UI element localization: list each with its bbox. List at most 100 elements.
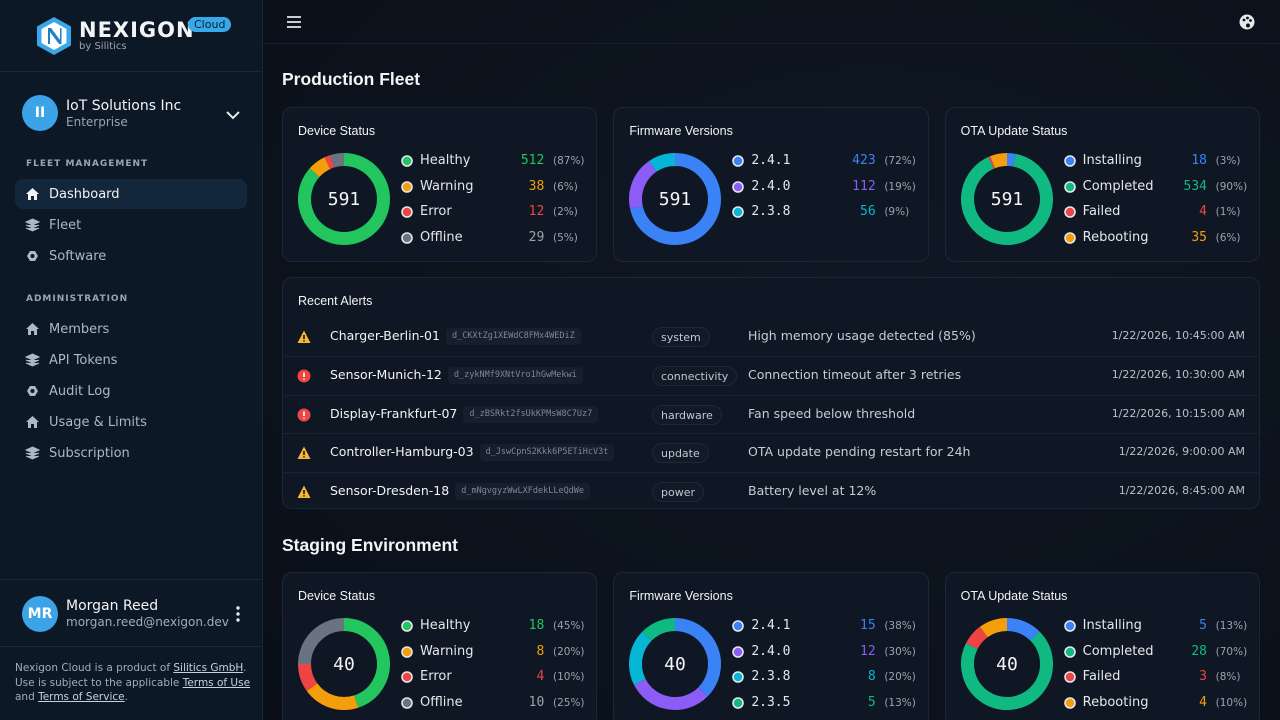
card-grid: Device Status 591 Healthy 512 (87%) Warning 38… xyxy=(282,107,1260,262)
footer-text: and xyxy=(15,691,39,703)
legend-dot xyxy=(1063,671,1076,683)
legend-dot xyxy=(401,206,413,218)
legend-share: (90%) xyxy=(1215,180,1248,193)
donut-total: 591 xyxy=(990,189,1023,210)
alert-row[interactable]: Controller-Hamburg-03 d_JswCpnS2Kkk6P5ETi… xyxy=(283,433,1259,471)
icon-shape xyxy=(27,251,38,261)
legend-share: (30%) xyxy=(884,645,916,658)
org-switcher[interactable]: II IoT Solutions Inc Enterprise xyxy=(0,73,262,145)
logo xyxy=(37,17,71,55)
legend-dot xyxy=(1063,620,1076,632)
dot xyxy=(401,696,413,709)
chevron xyxy=(226,111,240,120)
theme-toggle[interactable] xyxy=(1239,14,1255,30)
legend-dot xyxy=(732,645,745,658)
legend-share: (25%) xyxy=(553,696,585,709)
nav-icon xyxy=(26,416,39,428)
alert-tag: hardware xyxy=(652,404,722,425)
card-title: Recent Alerts xyxy=(298,294,373,308)
dot xyxy=(1063,696,1076,709)
dot xyxy=(401,206,413,218)
dot xyxy=(732,155,745,167)
footer-link[interactable]: Terms of Service xyxy=(38,691,125,703)
legend-value: 4 xyxy=(1199,694,1207,710)
card-title: Firmware Versions xyxy=(629,124,733,138)
nav-item[interactable]: Software xyxy=(15,241,247,271)
legend-name: 2.3.5 xyxy=(751,694,791,710)
card-title: OTA Update Status xyxy=(960,589,1068,603)
legend-name: Rebooting xyxy=(1082,694,1149,710)
alert-row[interactable]: Charger-Berlin-01 d_CKXtZg1XEWdC8FMx4WEDi… xyxy=(283,318,1259,356)
device-name: Sensor-Munich-12 xyxy=(330,367,442,383)
alert-row[interactable]: Display-Frankfurt-07 d_zBSRkt2fsUkKPMsW8C… xyxy=(283,394,1259,433)
legend-share: (8%) xyxy=(1215,671,1241,684)
badge: Cloud xyxy=(188,17,232,32)
section-title: Staging Environment xyxy=(282,535,458,555)
device-name: Display-Frankfurt-07 xyxy=(330,405,458,421)
legend-dot xyxy=(401,696,413,709)
donut-segment xyxy=(649,153,676,172)
dot xyxy=(732,180,745,193)
alert-tag: connectivity xyxy=(652,366,738,387)
brand: NEXIGON xyxy=(79,18,195,42)
legend-name: 2.4.1 xyxy=(751,153,791,168)
dot xyxy=(732,696,745,709)
nav-label: Members xyxy=(49,321,110,337)
legend-name: 2.3.8 xyxy=(751,669,791,685)
legend-name: Error xyxy=(420,669,452,685)
donut-chart: 40 xyxy=(298,618,390,710)
nav-item[interactable]: Dashboard xyxy=(15,179,247,209)
donut-total: 40 xyxy=(333,654,355,675)
footer-link[interactable]: Terms of Use xyxy=(182,676,251,689)
footer-text: Nexigon Cloud is a product of xyxy=(15,662,174,674)
legend-value: 15 xyxy=(860,618,876,633)
brand-box: NEXIGON Cloud by Silitics xyxy=(0,0,262,72)
legend-value: 5 xyxy=(867,694,876,710)
nav-item[interactable]: Subscription xyxy=(15,438,247,468)
nav-item[interactable]: Members xyxy=(15,314,247,344)
donut-segment xyxy=(629,160,658,209)
error-icon xyxy=(297,369,311,383)
alert-row[interactable]: Sensor-Munich-12 d_zykNMf9XNtVro1hGwMekwi… xyxy=(283,356,1259,394)
legend-share: (10%) xyxy=(553,671,585,684)
icon-shape xyxy=(25,353,40,367)
footer-text: . xyxy=(124,691,128,703)
donut-segment xyxy=(309,157,331,178)
nav-label: Audit Log xyxy=(49,383,111,399)
nav-item[interactable]: Audit Log xyxy=(15,376,247,406)
device-id: d_JswCpnS2Kkk6P5ETiHcV3t xyxy=(479,444,615,462)
legend-value: 423 xyxy=(852,153,876,168)
legal-footer: Nexigon Cloud is a product of Silitics G… xyxy=(15,661,255,705)
legend-share: (20%) xyxy=(553,645,585,658)
nav-item[interactable]: Fleet xyxy=(15,210,247,240)
nav-section-title: FLEET MANAGEMENT xyxy=(26,159,149,169)
legend-name: Healthy xyxy=(420,618,471,633)
legend-dot xyxy=(1063,231,1076,244)
legend-value: 18 xyxy=(528,618,545,633)
footer-link[interactable]: Silitics GmbH xyxy=(173,662,244,674)
alert-row[interactable]: Sensor-Dresden-18 d_mNgvgyzWwLXFdekLLeQdW… xyxy=(283,471,1259,510)
warning-icon xyxy=(297,485,311,498)
dot xyxy=(1063,645,1076,658)
alert-tag: update xyxy=(652,443,709,464)
alert-message: High memory usage detected (85%) xyxy=(748,328,976,343)
warning-icon xyxy=(297,330,311,343)
legend-value: 35 xyxy=(1191,229,1207,245)
legend-share: (13%) xyxy=(1215,620,1248,632)
legend-value: 112 xyxy=(852,178,876,194)
user-menu[interactable] xyxy=(235,606,241,622)
nav-label: API Tokens xyxy=(49,352,118,368)
legend-value: 12 xyxy=(860,643,876,659)
alerts-card: Recent Alerts Charger-Berlin-01 d_CKXtZg1X… xyxy=(282,277,1260,509)
icon-shape xyxy=(27,386,38,396)
nav-item[interactable]: API Tokens xyxy=(15,345,247,375)
stat-card: OTA Update Status 591 Installing 18 (3%) Comp… xyxy=(944,107,1260,262)
nav-item[interactable]: Usage & Limits xyxy=(15,407,247,437)
nav-icon xyxy=(25,446,40,460)
legend-value: 18 xyxy=(1191,153,1207,168)
menu-toggle[interactable] xyxy=(287,16,301,28)
donut-segment xyxy=(1006,618,1040,641)
legend-dot xyxy=(401,180,413,193)
